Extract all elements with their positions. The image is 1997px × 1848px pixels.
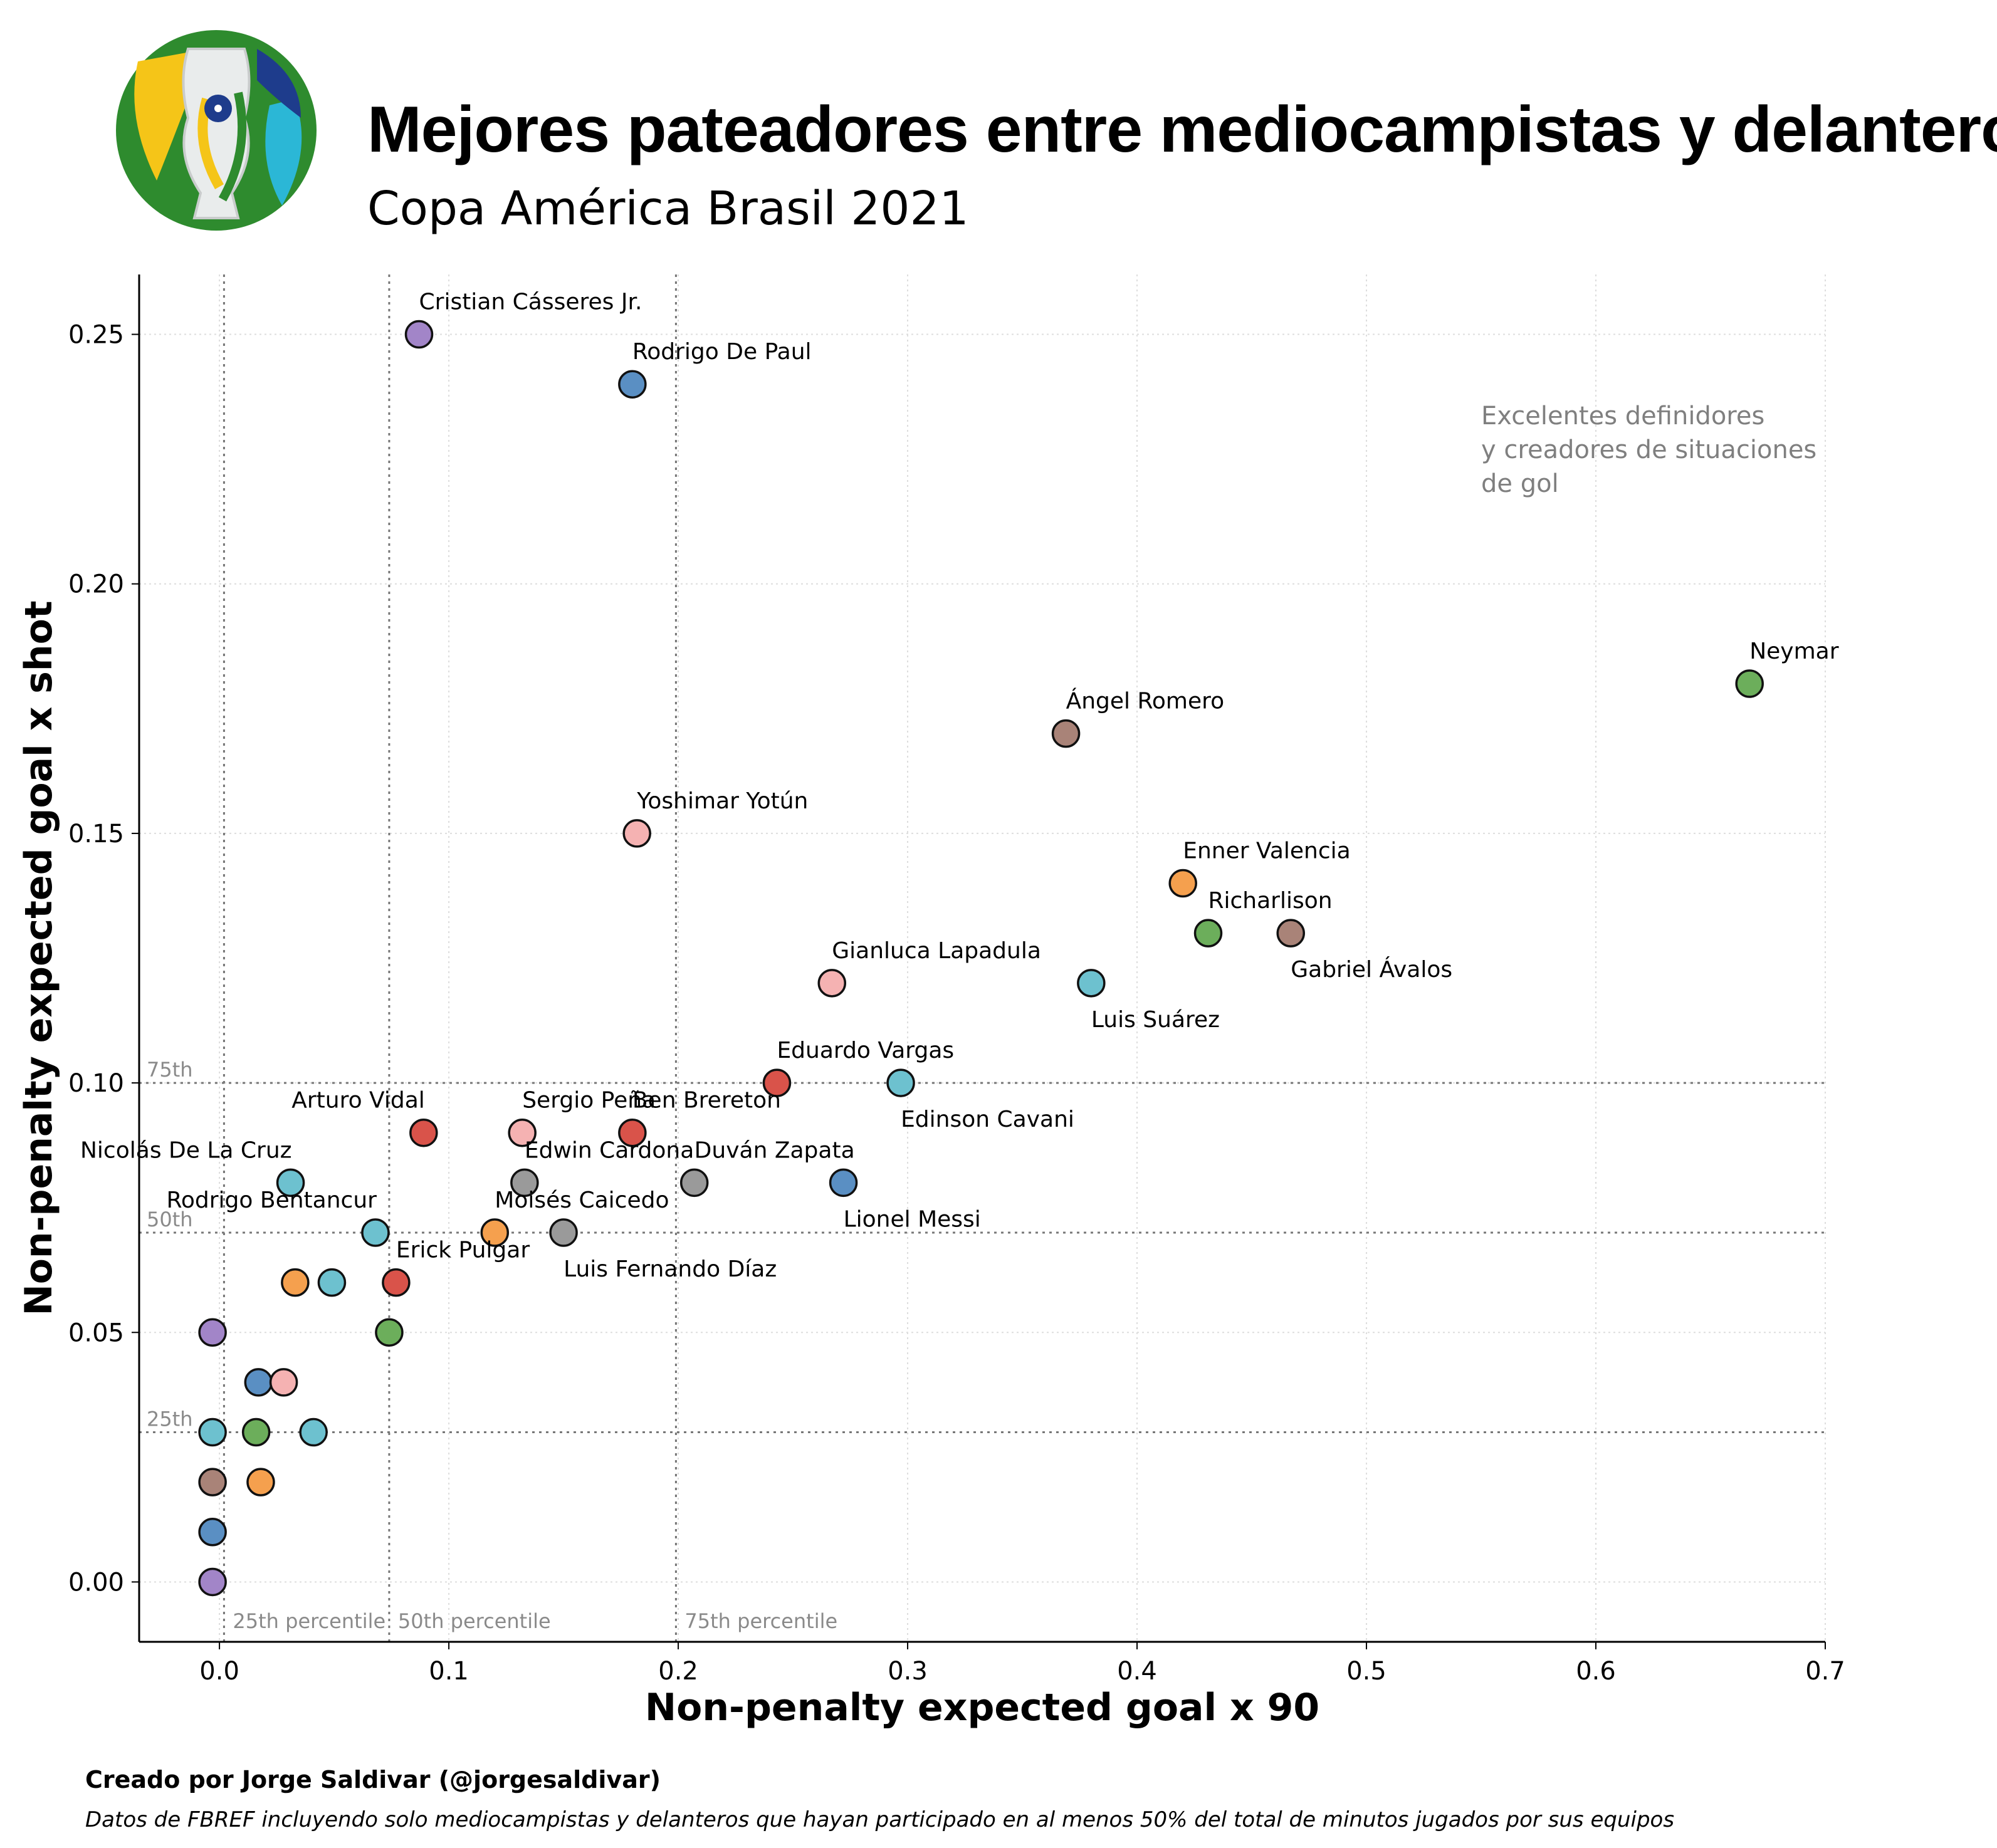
chart-subtitle: Copa América Brasil 2021 [367,182,969,236]
x-axis-title: Non-penalty expected goal x 90 [645,1686,1319,1730]
point-label: Edwin Cardona [525,1137,694,1163]
point-label: Nicolás De La Cruz [80,1137,292,1163]
point-label: Cristian Cásseres Jr. [419,290,642,315]
source-note: Datos de FBREF incluyendo solo mediocamp… [85,1807,1675,1832]
data-point [246,1468,275,1496]
x-tick-label: 0.0 [199,1657,239,1686]
data-point [198,1468,227,1496]
y-percentile-label: 25th [147,1407,193,1431]
data-point [382,1268,411,1297]
data-point [1077,969,1106,998]
x-tick-label: 0.3 [888,1657,928,1686]
scatter-chart: 25th percentile 50th percentile 75th perce… [17,274,1845,1730]
x-tick-label: 0.6 [1576,1657,1616,1686]
y-percentile-label: 50th [147,1208,193,1231]
data-point [817,969,847,998]
data-point [618,1118,647,1147]
y-axis-title: Non-penalty expected goal x shot [17,601,61,1316]
point-label: Luis Fernando Díaz [563,1256,777,1282]
data-point [198,1417,227,1447]
data-point [317,1268,347,1297]
point-label: Luis Suárez [1091,1007,1220,1033]
data-point [276,1168,305,1198]
credit-text: Creado por Jorge Saldivar (@jorgesaldiva… [85,1766,661,1793]
point-label: Ángel Romero [1066,688,1225,714]
data-point [549,1218,578,1247]
annotation-text: de gol [1481,469,1559,498]
y-percentile-label: 75th [147,1058,193,1082]
x-percentile-label: 25th percentile [233,1609,385,1633]
data-point [375,1318,404,1347]
y-tick-label: 0.25 [68,321,124,350]
point-label: Richarlison [1208,888,1332,914]
annotation-text: Excelentes definidores [1481,402,1764,431]
point-label: Yoshimar Yotún [636,788,808,814]
data-point [886,1068,915,1097]
point-label: Eduardo Vargas [777,1038,954,1063]
data-point [299,1417,328,1447]
data-point [409,1118,438,1147]
data-point [618,370,647,399]
x-tick-label: 0.2 [658,1657,698,1686]
y-tick-label: 0.15 [68,820,124,848]
data-point [1276,919,1306,947]
point-label: Sergio Peña [522,1088,656,1114]
point-label: Gabriel Ávalos [1291,956,1452,983]
point-label: Neymar [1749,639,1839,664]
data-point [480,1218,510,1247]
data-point [510,1168,539,1198]
point-label: Lionel Messi [844,1206,981,1232]
data-point [679,1168,709,1198]
x-tick-label: 0.1 [429,1657,469,1686]
data-point [1735,669,1764,698]
x-percentile-label: 50th percentile [398,1609,551,1633]
copa-america-logo [116,30,317,231]
data-point [1168,869,1197,898]
data-point [762,1068,792,1097]
data-point [829,1168,858,1198]
data-point [404,320,434,349]
point-label: Edinson Cavani [901,1107,1074,1132]
data-point [241,1417,271,1447]
point-label: Moisés Caicedo [495,1188,669,1213]
data-point [269,1368,298,1397]
data-point [1051,719,1081,748]
x-tick-label: 0.7 [1805,1657,1845,1686]
x-percentile-label: 75th percentile [684,1609,837,1633]
data-point [198,1318,227,1347]
label-layer: Excelentes definidores y creadores de sit… [80,290,1839,1282]
chart-title: Mejores pateadores entre mediocampistas … [367,93,1997,166]
annotation-text: y creadores de situaciones [1481,436,1816,464]
point-label: Gianluca Lapadula [832,938,1041,964]
point-label: Rodrigo De Paul [632,339,812,365]
x-tick-label: 0.5 [1346,1657,1386,1686]
y-tick-label: 0.05 [68,1318,124,1347]
data-point [508,1118,537,1147]
y-tick-label: 0.20 [68,570,124,599]
x-tick-label: 0.4 [1117,1657,1157,1686]
data-point [281,1268,310,1297]
data-point [361,1218,390,1247]
data-point [1193,919,1223,947]
y-tick-label: 0.10 [68,1069,124,1098]
point-layer [198,320,1764,1597]
data-point [198,1518,227,1547]
data-point [198,1567,227,1597]
point-label: Enner Valencia [1183,838,1351,864]
percentile-layer: 25th percentile 50th percentile 75th perce… [139,274,1825,1642]
point-label: Erick Pulgar [396,1238,530,1263]
data-point [622,819,651,848]
axis-layer: 0.0 0.1 0.2 0.3 0.4 0.5 0.6 0.7 0.00 0.05 0.10 0.15… [17,274,1845,1730]
point-label: Arturo Vidal [291,1088,425,1114]
point-label: Rodrigo Bentancur [166,1188,377,1213]
point-label: Duván Zapata [694,1137,855,1163]
data-point [244,1368,273,1397]
point-label: Ben Brereton [632,1088,781,1114]
y-tick-label: 0.00 [68,1568,124,1597]
